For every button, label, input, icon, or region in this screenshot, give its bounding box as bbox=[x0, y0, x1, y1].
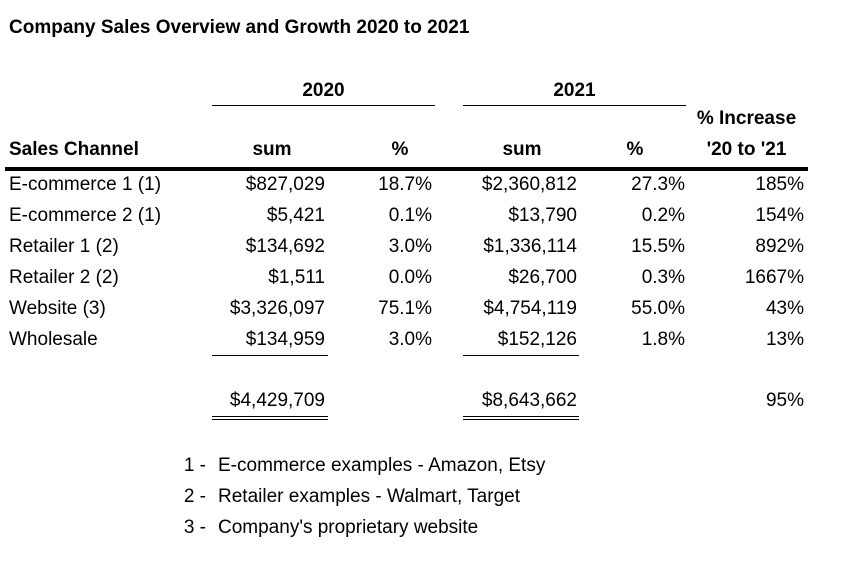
sum-2020-cell: $134,692 bbox=[245, 236, 325, 257]
channel-cell: E-commerce 2 (1) bbox=[9, 205, 162, 226]
sum-2020-cell: $3,326,097 bbox=[229, 298, 325, 319]
increase-cell: 892% bbox=[755, 236, 804, 257]
col-header-channel: Sales Channel bbox=[9, 139, 139, 160]
col-header-sum-2021: sum bbox=[502, 139, 542, 160]
sum-2021-cell: $2,360,812 bbox=[481, 174, 577, 195]
increase-cell: 185% bbox=[755, 174, 804, 195]
increase-cell: 13% bbox=[765, 329, 804, 350]
year-header-2021: 2021 bbox=[553, 80, 596, 101]
total-increase: 95% bbox=[765, 390, 804, 411]
pct-2021-cell: 27.3% bbox=[631, 174, 685, 195]
pct-2020-cell: 0.0% bbox=[388, 267, 432, 288]
pct-2021-cell: 0.2% bbox=[641, 205, 685, 226]
increase-cell: 1667% bbox=[744, 267, 804, 288]
sum-2021-cell: $4,754,119 bbox=[483, 298, 577, 319]
channel-cell: Retailer 1 (2) bbox=[9, 236, 119, 257]
sum-2021-cell: $26,700 bbox=[508, 267, 577, 288]
sum-2020-cell: $1,511 bbox=[268, 267, 325, 288]
footnote-text: Retailer examples - Walmart, Target bbox=[218, 486, 520, 507]
channel-cell: Website (3) bbox=[9, 298, 106, 319]
pct-2020-cell: 0.1% bbox=[388, 205, 432, 226]
sum-2020-cell: $134,959 bbox=[245, 329, 325, 350]
footnote-number: 3 - bbox=[183, 517, 206, 538]
channel-cell: Retailer 2 (2) bbox=[9, 267, 119, 288]
channel-cell: E-commerce 1 (1) bbox=[9, 174, 162, 195]
pct-2021-cell: 1.8% bbox=[641, 329, 685, 350]
increase-header-line1: % Increase bbox=[696, 108, 797, 129]
total-sum-2020: $4,429,709 bbox=[229, 390, 325, 411]
channel-cell: Wholesale bbox=[9, 329, 98, 350]
total-sum-2021: $8,643,662 bbox=[481, 390, 577, 411]
sum-2021-cell: $152,126 bbox=[497, 329, 577, 350]
sum-2020-cell: $827,029 bbox=[245, 174, 325, 195]
footnote-number: 2 - bbox=[183, 486, 206, 507]
year-underline-2021 bbox=[463, 105, 686, 106]
total-double-underline-2020-b bbox=[212, 419, 328, 420]
pct-2020-cell: 3.0% bbox=[388, 329, 432, 350]
col-header-sum-2020: sum bbox=[252, 139, 292, 160]
pct-2020-cell: 75.1% bbox=[378, 298, 432, 319]
subtotal-underline-2020 bbox=[212, 355, 328, 356]
footnote-text: Company's proprietary website bbox=[218, 517, 479, 538]
footnote-text: E-commerce examples - Amazon, Etsy bbox=[218, 455, 546, 476]
total-double-underline-2021-b bbox=[463, 419, 579, 420]
pct-2021-cell: 0.3% bbox=[641, 267, 685, 288]
footnote-number: 1 - bbox=[183, 455, 206, 476]
subtotal-underline-2021 bbox=[463, 355, 579, 356]
year-header-2020: 2020 bbox=[302, 80, 345, 101]
header-divider bbox=[5, 167, 808, 171]
year-underline-2020 bbox=[212, 105, 435, 106]
increase-cell: 43% bbox=[765, 298, 804, 319]
col-header-pct-2020: % bbox=[391, 139, 409, 160]
increase-header-line2: '20 to '21 bbox=[706, 139, 787, 160]
total-double-underline-2020-a bbox=[212, 416, 328, 417]
pct-2020-cell: 3.0% bbox=[388, 236, 432, 257]
pct-2020-cell: 18.7% bbox=[378, 174, 432, 195]
increase-cell: 154% bbox=[755, 205, 804, 226]
pct-2021-cell: 15.5% bbox=[631, 236, 685, 257]
sum-2020-cell: $5,421 bbox=[266, 205, 325, 226]
col-header-pct-2021: % bbox=[626, 139, 644, 160]
pct-2021-cell: 55.0% bbox=[631, 298, 685, 319]
sum-2021-cell: $13,790 bbox=[508, 205, 577, 226]
report-title: Company Sales Overview and Growth 2020 t… bbox=[9, 17, 470, 38]
sum-2021-cell: $1,336,114 bbox=[483, 236, 577, 257]
total-double-underline-2021-a bbox=[463, 416, 579, 417]
